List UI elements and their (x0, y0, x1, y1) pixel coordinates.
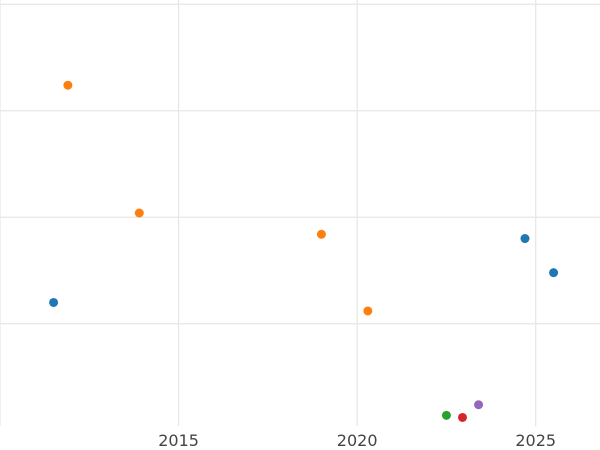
data-point (134, 208, 144, 218)
data-point (474, 400, 484, 410)
data-point (316, 229, 326, 239)
data-point (549, 268, 559, 278)
grid-layer (0, 0, 600, 426)
x-tick-labels: 2015 2020 2025 (158, 431, 556, 450)
data-point (49, 297, 59, 307)
data-points (49, 80, 559, 422)
data-point (520, 234, 530, 244)
data-point (63, 80, 73, 90)
data-point (363, 306, 373, 316)
data-point (441, 410, 451, 420)
x-tick-label: 2025 (515, 431, 556, 450)
x-tick-label: 2020 (337, 431, 378, 450)
data-point (458, 412, 467, 422)
x-tick-label: 2015 (158, 431, 199, 450)
